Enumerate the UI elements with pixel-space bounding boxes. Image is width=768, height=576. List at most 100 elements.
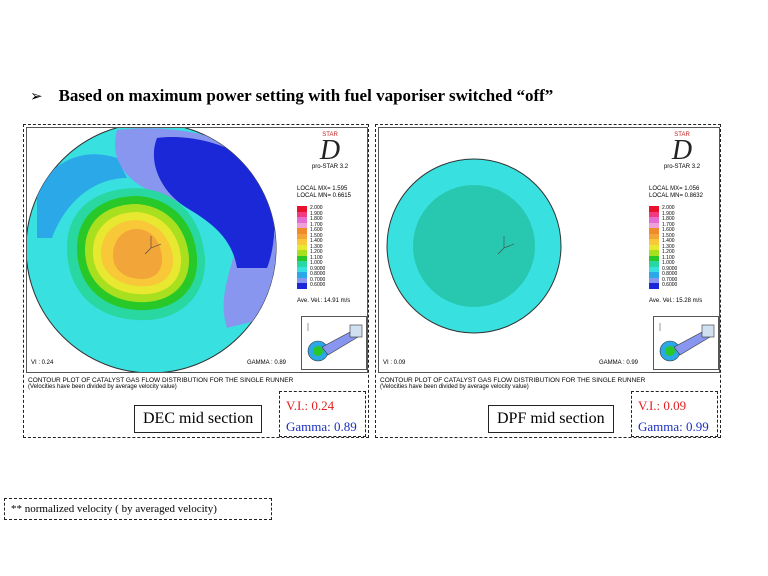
- dpf-contour-plot: STAR D pro-STAR 3.2 LOCAL MX= 1.056 LOCA…: [378, 127, 720, 373]
- legend-swatch: [297, 228, 307, 234]
- color-legend: 2.000 1.900 1.800 1.700 1.600 1.500 1.400 1.300…: [297, 206, 325, 289]
- legend-level-label: 0.9000: [310, 265, 326, 272]
- legend-level-label: 0.9000: [662, 265, 678, 272]
- section-label: DPF mid section: [488, 405, 614, 433]
- legend-swatch: [649, 272, 659, 278]
- footnote: ** normalized velocity ( by averaged vel…: [4, 498, 272, 520]
- dec-axis-triad: [144, 236, 162, 255]
- dec-region-0.8: [37, 154, 127, 238]
- geometry-inset: [653, 316, 719, 370]
- legend-level-label: 1.600: [310, 227, 323, 234]
- legend-level-label: 0.7000: [310, 276, 326, 283]
- legend-row: 1.800: [297, 217, 325, 223]
- legend-swatch: [649, 250, 659, 256]
- local-min: LOCAL MN= 0.6615: [297, 193, 351, 199]
- logo-d-letter: D: [319, 135, 341, 166]
- legend-swatch: [649, 277, 659, 283]
- legend-row: 0.8000: [297, 272, 325, 278]
- legend-row: 0.7000: [297, 276, 326, 283]
- legend-level-label: 1.900: [310, 210, 323, 217]
- dec-contour-plot: STAR D pro-STAR 3.2 LOCAL MX= 1.595 LOCA…: [26, 127, 368, 373]
- legend-row: 2.000: [649, 206, 677, 212]
- legend-row: 0.6000: [649, 283, 677, 289]
- dec-region-0.6: [153, 137, 275, 268]
- gamma-value-small: GAMMA : 0.89: [247, 360, 287, 366]
- legend-level-label: 1.500: [310, 232, 323, 239]
- legend-swatch: [297, 206, 307, 212]
- logo-d-letter: D: [671, 135, 693, 166]
- legend-swatch: [297, 222, 307, 228]
- legend-swatch: [297, 250, 307, 256]
- geometry-inset: [301, 316, 367, 370]
- legend-row: 1.900: [297, 210, 325, 217]
- vi-value-small: VI : 0.09: [383, 360, 406, 366]
- legend-swatch: [649, 228, 659, 234]
- legend-level-label: 1.600: [662, 227, 675, 234]
- legend-row: 1.600: [649, 228, 677, 234]
- legend-swatch: [649, 266, 659, 272]
- legend-row: 2.000: [297, 206, 325, 212]
- legend-row: 1.000: [649, 261, 677, 267]
- dpf-contour-circle: [386, 158, 562, 334]
- logo-star-text: STAR: [674, 132, 690, 138]
- legend-row: 1.900: [649, 211, 677, 217]
- legend-row: 1.200: [649, 250, 677, 256]
- legend-row: 1.300: [297, 244, 325, 250]
- legend-level-label: 1.700: [310, 221, 323, 228]
- exhaust-geometry-icon: [659, 323, 715, 362]
- gamma-label: Gamma: 0.89: [286, 419, 357, 434]
- dpf-inner-region: [413, 185, 535, 307]
- legend-swatch: [297, 255, 307, 261]
- legend-row: 0.6000: [297, 283, 325, 289]
- legend-level-label: 1.000: [662, 260, 675, 267]
- legend-level-label: 1.300: [662, 243, 675, 250]
- legend-swatch: [649, 283, 659, 289]
- vi-label: V.I.: 0.09: [638, 398, 687, 413]
- legend-level-label: 0.6000: [310, 282, 326, 289]
- vi-value-small: VI : 0.24: [31, 360, 54, 366]
- legend-swatch: [297, 239, 307, 245]
- legend-level-label: 1.400: [662, 238, 675, 245]
- legend-level-label: 1.200: [310, 249, 323, 256]
- legend-swatch: [297, 211, 307, 217]
- gamma-value-small: GAMMA : 0.99: [599, 360, 639, 366]
- legend-row: 1.500: [649, 233, 677, 239]
- exhaust-geometry-icon: [307, 323, 363, 362]
- metrics-box: V.I.: 0.09 Gamma: 0.99: [631, 391, 718, 437]
- legend-level-label: 1.100: [662, 254, 675, 261]
- legend-level-label: 2.000: [662, 205, 675, 212]
- legend-row: 1.100: [297, 255, 325, 261]
- legend-swatch: [649, 239, 659, 245]
- prostar-logo: STAR D pro-STAR 3.2: [649, 130, 715, 180]
- legend-swatch: [649, 222, 659, 228]
- gamma-label: Gamma: 0.99: [638, 419, 709, 434]
- heading-text: Based on maximum power setting with fuel…: [58, 86, 554, 105]
- color-legend: 2.000 1.900 1.800 1.700 1.600 1.500 1.400 1.300…: [649, 206, 677, 289]
- local-min: LOCAL MN= 0.8632: [649, 193, 703, 199]
- local-extrema: LOCAL MX= 1.056 LOCAL MN= 0.8632: [649, 186, 703, 200]
- bullet-arrow-icon: ➢: [30, 89, 43, 105]
- legend-row: 1.100: [649, 254, 677, 261]
- legend-swatch: [297, 272, 307, 278]
- legend-swatch: [297, 261, 307, 267]
- plot-subcaption: (Velocities have been divided by average…: [380, 384, 529, 390]
- legend-row: 1.700: [297, 221, 325, 228]
- slide-heading: ➢ Based on maximum power setting with fue…: [30, 86, 553, 106]
- section-label: DEC mid section: [134, 405, 263, 433]
- legend-swatch: [297, 277, 307, 283]
- legend-level-label: 1.800: [662, 216, 675, 223]
- legend-row: 1.300: [649, 243, 677, 250]
- logo-version: pro-STAR 3.2: [663, 164, 701, 170]
- local-max: LOCAL MX= 1.056: [649, 186, 700, 192]
- legend-row: 0.9000: [649, 265, 678, 272]
- legend-level-label: 0.8000: [662, 271, 678, 278]
- legend-row: 0.8000: [649, 272, 677, 278]
- logo-star-text: STAR: [322, 132, 338, 138]
- legend-level-label: 1.800: [310, 216, 323, 223]
- prostar-logo: STAR D pro-STAR 3.2: [297, 130, 363, 180]
- legend-swatch: [649, 255, 659, 261]
- legend-swatch: [297, 266, 307, 272]
- legend-row: 1.400: [297, 239, 325, 245]
- legend-row: 1.400: [649, 239, 677, 245]
- dec-region-1.5: [113, 228, 163, 280]
